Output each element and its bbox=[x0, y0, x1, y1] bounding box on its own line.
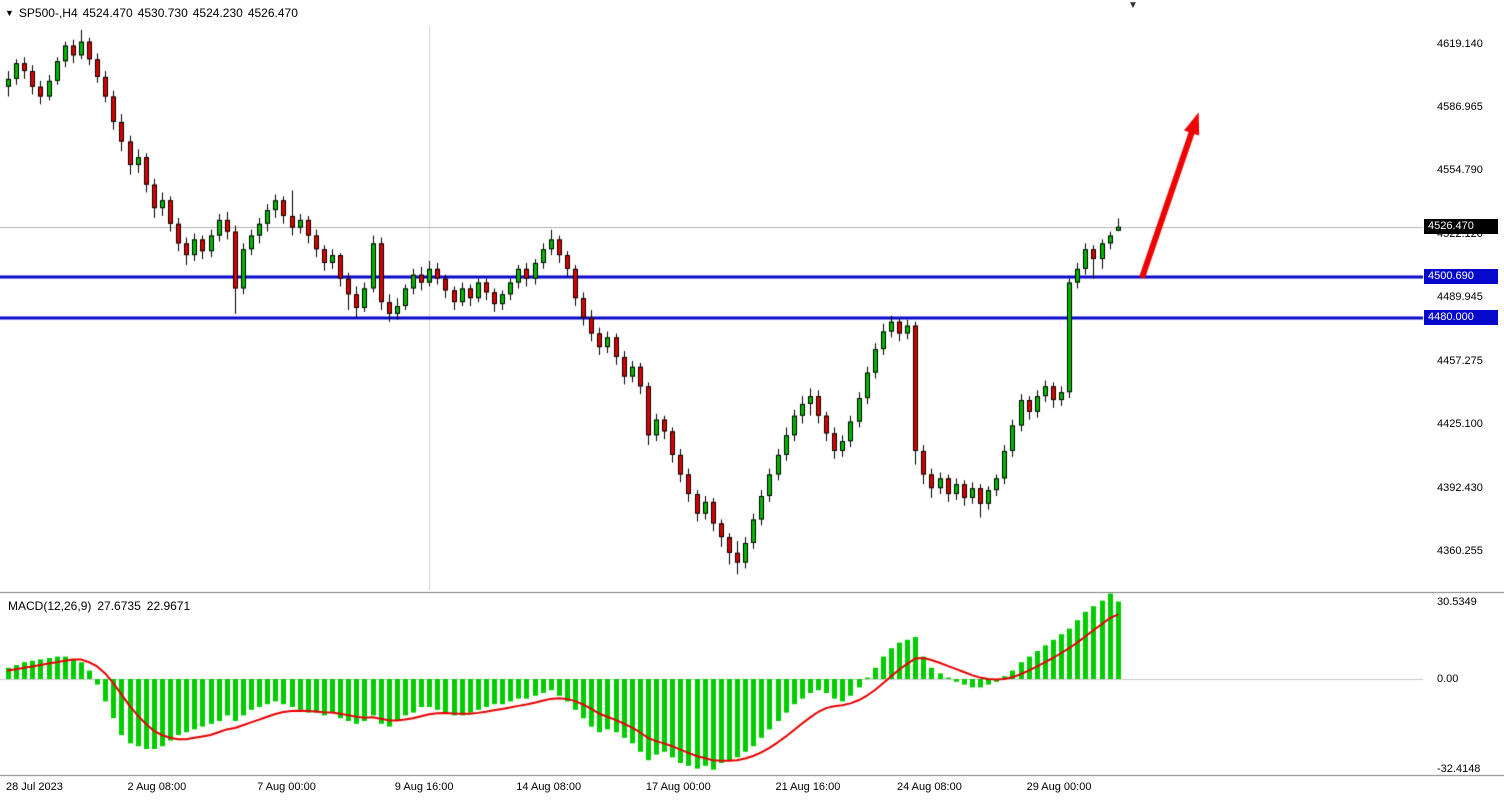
time-tick-label: 7 Aug 00:00 bbox=[257, 781, 316, 793]
symbol-timeframe-label: SP500-,H4 bbox=[18, 6, 78, 20]
time-tick-label: 28 Jul 2023 bbox=[6, 781, 63, 793]
macd-scale-label: 0.00 bbox=[1437, 673, 1459, 685]
ohlc-low-value: 4524.230 bbox=[192, 6, 243, 20]
time-tick-label: 24 Aug 08:00 bbox=[897, 781, 962, 793]
macd-main-value: 27.6735 bbox=[97, 599, 141, 613]
macd-scale-label: 30.5349 bbox=[1437, 596, 1477, 608]
ohlc-open-value: 4524.470 bbox=[82, 6, 133, 20]
chart-header: ▼ SP500-,H4 4524.470 4530.730 4524.230 4526.4… bbox=[5, 6, 303, 20]
price-tick-label: 4489.945 bbox=[1437, 291, 1483, 304]
price-tick-label: 4619.140 bbox=[1437, 38, 1483, 51]
price-tick-label: 4360.255 bbox=[1437, 545, 1483, 558]
ohlc-high-value: 4530.730 bbox=[137, 6, 188, 20]
macd-signal-value: 22.9671 bbox=[146, 599, 191, 613]
time-tick-label: 2 Aug 08:00 bbox=[127, 781, 187, 793]
macd-scale-label: -32.4148 bbox=[1437, 763, 1481, 775]
time-tick-label: 29 Aug 00:00 bbox=[1026, 781, 1092, 793]
level-price-tag: 4500.690 bbox=[1424, 269, 1498, 284]
price-tick-label: 4425.100 bbox=[1437, 418, 1483, 431]
macd-indicator-label: MACD(12,26,9) 27.6735 22.9671 bbox=[8, 599, 196, 613]
chart-dropdown-icon[interactable]: ▼ bbox=[5, 8, 14, 18]
level-price-tag: 4480.000 bbox=[1424, 310, 1498, 325]
price-tick-label: 4392.430 bbox=[1437, 482, 1483, 495]
time-tick-label: 21 Aug 16:00 bbox=[775, 781, 841, 793]
chart-shift-marker-icon[interactable]: ▼ bbox=[1128, 0, 1138, 11]
price-tick-label: 4554.790 bbox=[1437, 164, 1483, 177]
time-tick-label: 17 Aug 00:00 bbox=[645, 781, 711, 793]
macd-name: MACD(12,26,9) bbox=[8, 599, 92, 613]
time-tick-label: 14 Aug 08:00 bbox=[516, 781, 582, 793]
price-tick-label: 4586.965 bbox=[1437, 101, 1483, 114]
time-tick-label: 9 Aug 16:00 bbox=[394, 781, 454, 793]
price-tick-label: 4457.275 bbox=[1437, 355, 1483, 368]
ohlc-close-value: 4526.470 bbox=[247, 6, 298, 20]
current-price-tag: 4526.470 bbox=[1424, 219, 1498, 234]
